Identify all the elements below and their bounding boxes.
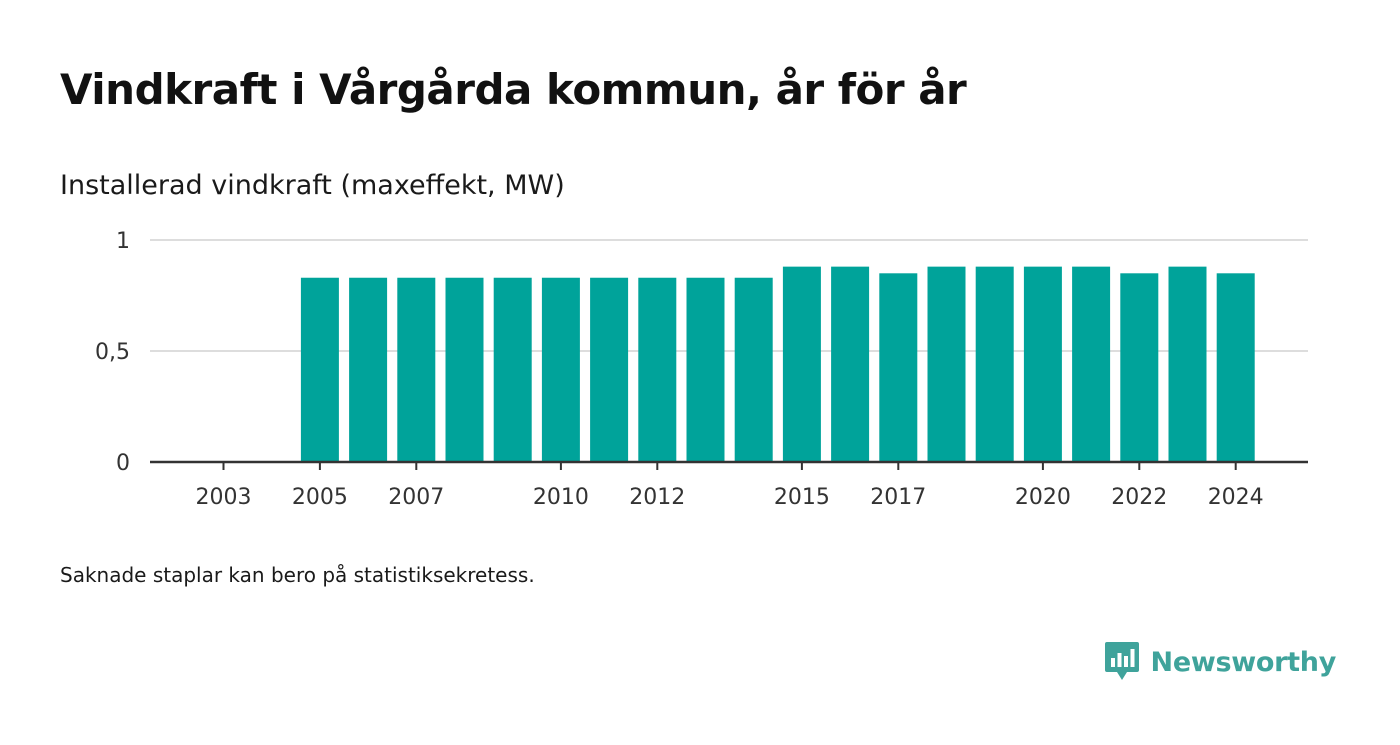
bar-2014 [734, 277, 773, 462]
bar-2008 [445, 277, 484, 462]
bars [300, 266, 1255, 462]
y-tick-label: 0 [116, 451, 130, 476]
gridlines [150, 239, 1308, 352]
bar-2009 [493, 277, 532, 462]
y-tick-label: 0,5 [95, 340, 130, 365]
bar-2018 [927, 266, 966, 462]
bar-2022 [1120, 273, 1159, 462]
chart-subtitle: Installerad vindkraft (maxeffekt, MW) [60, 170, 565, 201]
x-tick-label: 2015 [774, 485, 830, 510]
chart-title: Vindkraft i Vårgårda kommun, år för år [60, 65, 967, 114]
x-tick-label: 2007 [388, 485, 444, 510]
bar-2013 [686, 277, 725, 462]
bar-2012 [638, 277, 677, 462]
x-tick-label: 2020 [1015, 485, 1071, 510]
bar-2007 [397, 277, 436, 462]
x-tick-label: 2010 [533, 485, 589, 510]
bar-2019 [975, 266, 1014, 462]
x-tick-label: 2005 [292, 485, 348, 510]
x-tick-label: 2022 [1111, 485, 1167, 510]
newsworthy-logo[interactable]: Newsworthy [1103, 640, 1336, 684]
bar-2017 [879, 273, 918, 462]
bar-2021 [1072, 266, 1111, 462]
bar-2010 [541, 277, 580, 462]
bar-2015 [782, 266, 821, 462]
bar-2016 [831, 266, 870, 462]
bar-2023 [1168, 266, 1207, 462]
x-tick-label: 2024 [1208, 485, 1264, 510]
x-tick-label: 2017 [870, 485, 926, 510]
bar-2006 [349, 277, 388, 462]
logo-text: Newsworthy [1150, 646, 1337, 678]
y-tick-label: 1 [116, 229, 130, 254]
x-tick-label: 2012 [629, 485, 685, 510]
bar-2020 [1023, 266, 1062, 462]
footnote: Saknade staplar kan bero på statistiksek… [60, 563, 535, 587]
bar-2005 [300, 277, 339, 462]
x-axis-ticks: 2003 2005 2007 2010 2012 2015 2017 2020 2022 2024 [196, 462, 1264, 510]
bar-2011 [590, 277, 629, 462]
newsworthy-chart-bubble-icon [1104, 642, 1139, 680]
bar-chart: 00,51 2003 2005 2007 2010 2012 2015 2017 2020 20… [95, 229, 1308, 510]
bar-2024 [1216, 273, 1255, 462]
x-tick-label: 2003 [196, 485, 252, 510]
y-axis-ticks: 00,51 [95, 229, 130, 476]
